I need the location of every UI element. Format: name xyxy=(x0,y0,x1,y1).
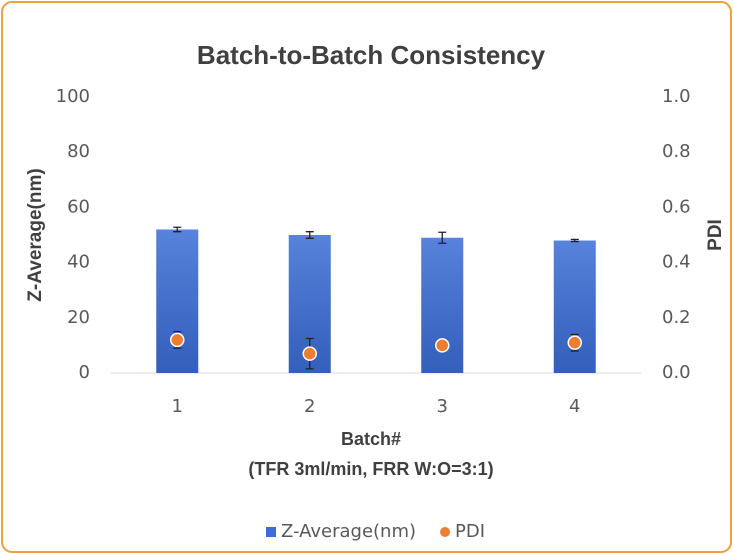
bar-shade xyxy=(156,229,199,373)
y2-tick-label: 0.8 xyxy=(662,141,691,162)
x-tick-label: 2 xyxy=(304,396,315,417)
y2-axis-label: PDI xyxy=(705,219,726,251)
point xyxy=(435,338,450,353)
y-axis-label: Z-Average(nm) xyxy=(25,168,46,301)
y2-tick-label: 0.0 xyxy=(662,362,691,383)
y2-tick-label: 0.2 xyxy=(662,307,691,328)
y2-tick-label: 1.0 xyxy=(662,86,691,107)
x-tick-label: 3 xyxy=(437,396,448,417)
point xyxy=(170,332,185,348)
error-bar xyxy=(570,238,579,243)
error-bar xyxy=(305,231,314,239)
x-tick-label: 4 xyxy=(569,396,580,417)
y-tick-label: 60 xyxy=(67,196,90,217)
y-tick-label: 20 xyxy=(67,307,90,328)
y-tick-label: 100 xyxy=(56,86,90,107)
y-tick-label: 0 xyxy=(79,362,90,383)
bar-shade xyxy=(421,237,464,373)
legend-swatch xyxy=(440,527,451,537)
x-tick-label: 1 xyxy=(172,396,183,417)
x-axis-label: Batch# xyxy=(341,429,401,449)
y2-tick-label: 0.4 xyxy=(662,252,691,273)
y-tick-label: 40 xyxy=(67,252,90,273)
legend-swatch xyxy=(266,527,276,537)
point xyxy=(567,335,582,350)
bar-shade xyxy=(553,240,596,373)
x-axis-label: (TFR 3ml/min, FRR W:O=3:1) xyxy=(248,459,493,479)
error-bar xyxy=(173,226,182,233)
y-tick-label: 80 xyxy=(67,141,90,162)
point xyxy=(302,346,317,361)
error-bar xyxy=(438,231,447,244)
y2-tick-label: 0.6 xyxy=(662,196,691,217)
legend-label: PDI xyxy=(455,521,485,542)
legend-label: Z-Average(nm) xyxy=(281,521,416,542)
chart-title: Batch-to-Batch Consistency xyxy=(197,40,546,70)
